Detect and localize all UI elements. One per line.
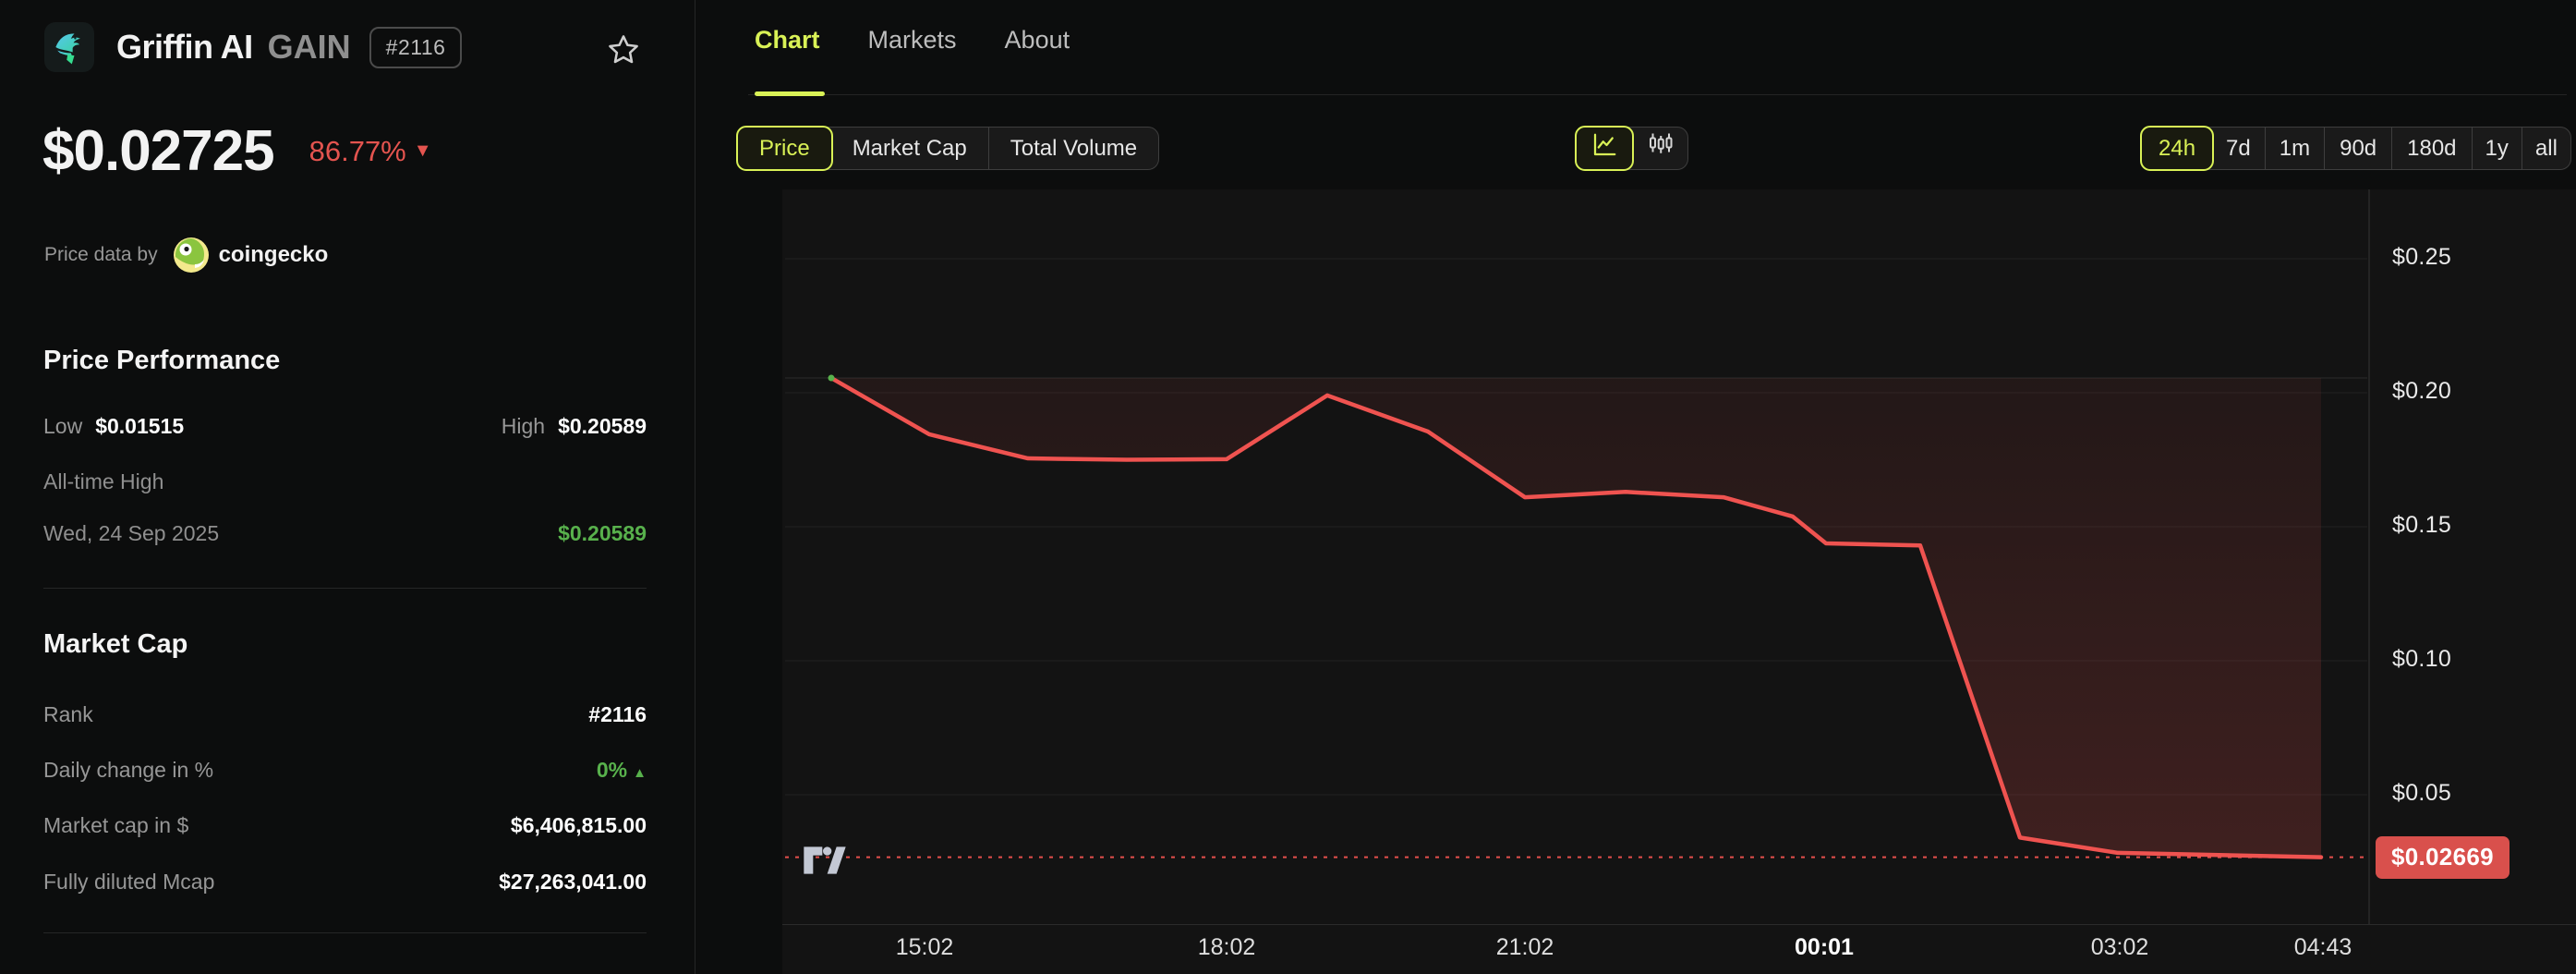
low-high-row: Low $0.01515 High $0.20589 [43,414,647,439]
rank-value: #2116 [588,702,647,726]
low-label: Low [43,414,83,438]
market-cap-metric-button[interactable]: Market Cap [831,128,989,169]
x-axis-label: 04:43 [2293,934,2352,960]
daily-change-row: Daily change in % 0% ▲ [43,758,647,783]
time-range-toggle: 24h 7d 1m 90d 180d 1y all [2140,126,2571,171]
coin-name: Griffin AI [116,28,253,66]
range-1m-button[interactable]: 1m [2266,128,2326,169]
rank-row: Rank #2116 [43,702,647,727]
candlestick-icon [1646,131,1674,165]
down-triangle-icon: ▼ [413,140,432,161]
price-change-value: 86.77% [308,134,406,167]
tradingview-logo[interactable] [803,846,847,880]
ath-date: Wed, 24 Sep 2025 [43,521,220,545]
price-metric-button[interactable]: Price [736,126,833,171]
ath-value-row: Wed, 24 Sep 2025 $0.20589 [43,521,647,546]
range-7d-button[interactable]: 7d [2212,128,2266,169]
price-change: 86.77% ▼ [309,135,432,168]
rank-label: Rank [43,702,93,726]
ath-label: All-time High [43,469,164,493]
griffin-ai-logo [44,22,94,72]
daily-change-value: 0% ▲ [596,758,647,782]
y-axis-label: $0.25 [2392,244,2452,270]
candlestick-chart-button[interactable] [1632,128,1687,169]
tab-about[interactable]: About [1004,26,1070,54]
market-cap-row: Market cap in $ $6,406,815.00 [43,813,647,838]
high-label: High [501,414,546,438]
tab-chart[interactable]: Chart [755,26,820,54]
low-value: $0.01515 [95,414,185,438]
range-24h-button[interactable]: 24h [2140,126,2215,171]
price-area-fill [831,378,2321,858]
daily-change-label: Daily change in % [43,758,214,782]
tab-markets[interactable]: Markets [867,26,957,54]
x-axis-label: 03:02 [2090,934,2149,960]
range-180d-button[interactable]: 180d [2392,128,2473,169]
metric-toggle: Price Market Cap Total Volume [736,126,1160,171]
coin-sidebar: Griffin AI GAIN #2116 $0.02725 86.77% ▼ … [0,0,695,974]
divider [43,932,647,933]
coingecko-logo-icon [173,237,210,274]
price-chart-widget: $0.25 $0.20 $0.15 $0.10 $0.05 15:02 18:02 21:0… [782,189,2576,974]
up-triangle-icon: ▲ [633,765,647,781]
y-axis-label: $0.05 [2392,780,2452,806]
active-tab-indicator [755,91,825,96]
attribution-prefix: Price data by [44,244,158,265]
price-line [828,375,2324,859]
price-performance-title: Price Performance [43,346,281,375]
x-axis-label: 00:01 [1795,934,1854,960]
open-price-marker [828,374,835,382]
range-all-button[interactable]: all [2534,135,2558,161]
price-row: $0.02725 86.77% ▼ [42,118,432,184]
tabs-divider [748,94,2567,95]
rank-badge: #2116 [369,26,463,68]
price-data-attribution[interactable]: Price data by coingecko [44,237,328,274]
ath-label-row: All-time High [43,469,647,494]
attribution-brand: coingecko [218,242,329,267]
fdv-value: $27,263,041.00 [499,870,647,894]
market-cap-label: Market cap in $ [43,813,189,837]
range-1y-button[interactable]: 1y [2473,128,2522,169]
fdv-row: Fully diluted Mcap $27,263,041.00 [43,870,647,895]
high-value: $0.20589 [558,414,647,438]
y-axis-label: $0.10 [2392,646,2452,672]
total-volume-metric-button[interactable]: Total Volume [1010,135,1138,161]
y-axis-label: $0.20 [2392,378,2452,404]
market-cap-title: Market Cap [43,629,188,659]
y-axis-label: $0.15 [2392,512,2452,538]
line-chart-icon [1590,131,1618,165]
coin-header: Griffin AI GAIN #2116 [44,22,463,72]
x-axis: 15:02 18:02 21:02 00:01 03:02 04:43 [782,924,2576,974]
fdv-label: Fully diluted Mcap [43,870,215,894]
main-tabs: Chart Markets About [755,26,1070,55]
market-cap-value: $6,406,815.00 [510,813,647,837]
ath-value: $0.20589 [558,521,647,545]
line-chart-button[interactable] [1575,126,1634,171]
coin-ticker: GAIN [267,28,351,66]
x-axis-label: 21:02 [1495,934,1554,960]
current-price: $0.02725 [42,119,275,183]
price-chart-plot[interactable] [782,189,2371,924]
divider [43,588,647,589]
x-axis-label: 18:02 [1197,934,1256,960]
chart-type-toggle [1575,126,1688,171]
last-price-tag: $0.02669 [2376,835,2509,879]
range-90d-button[interactable]: 90d [2325,128,2393,169]
x-axis-label: 15:02 [895,934,954,960]
favorite-star-icon[interactable] [603,30,644,70]
